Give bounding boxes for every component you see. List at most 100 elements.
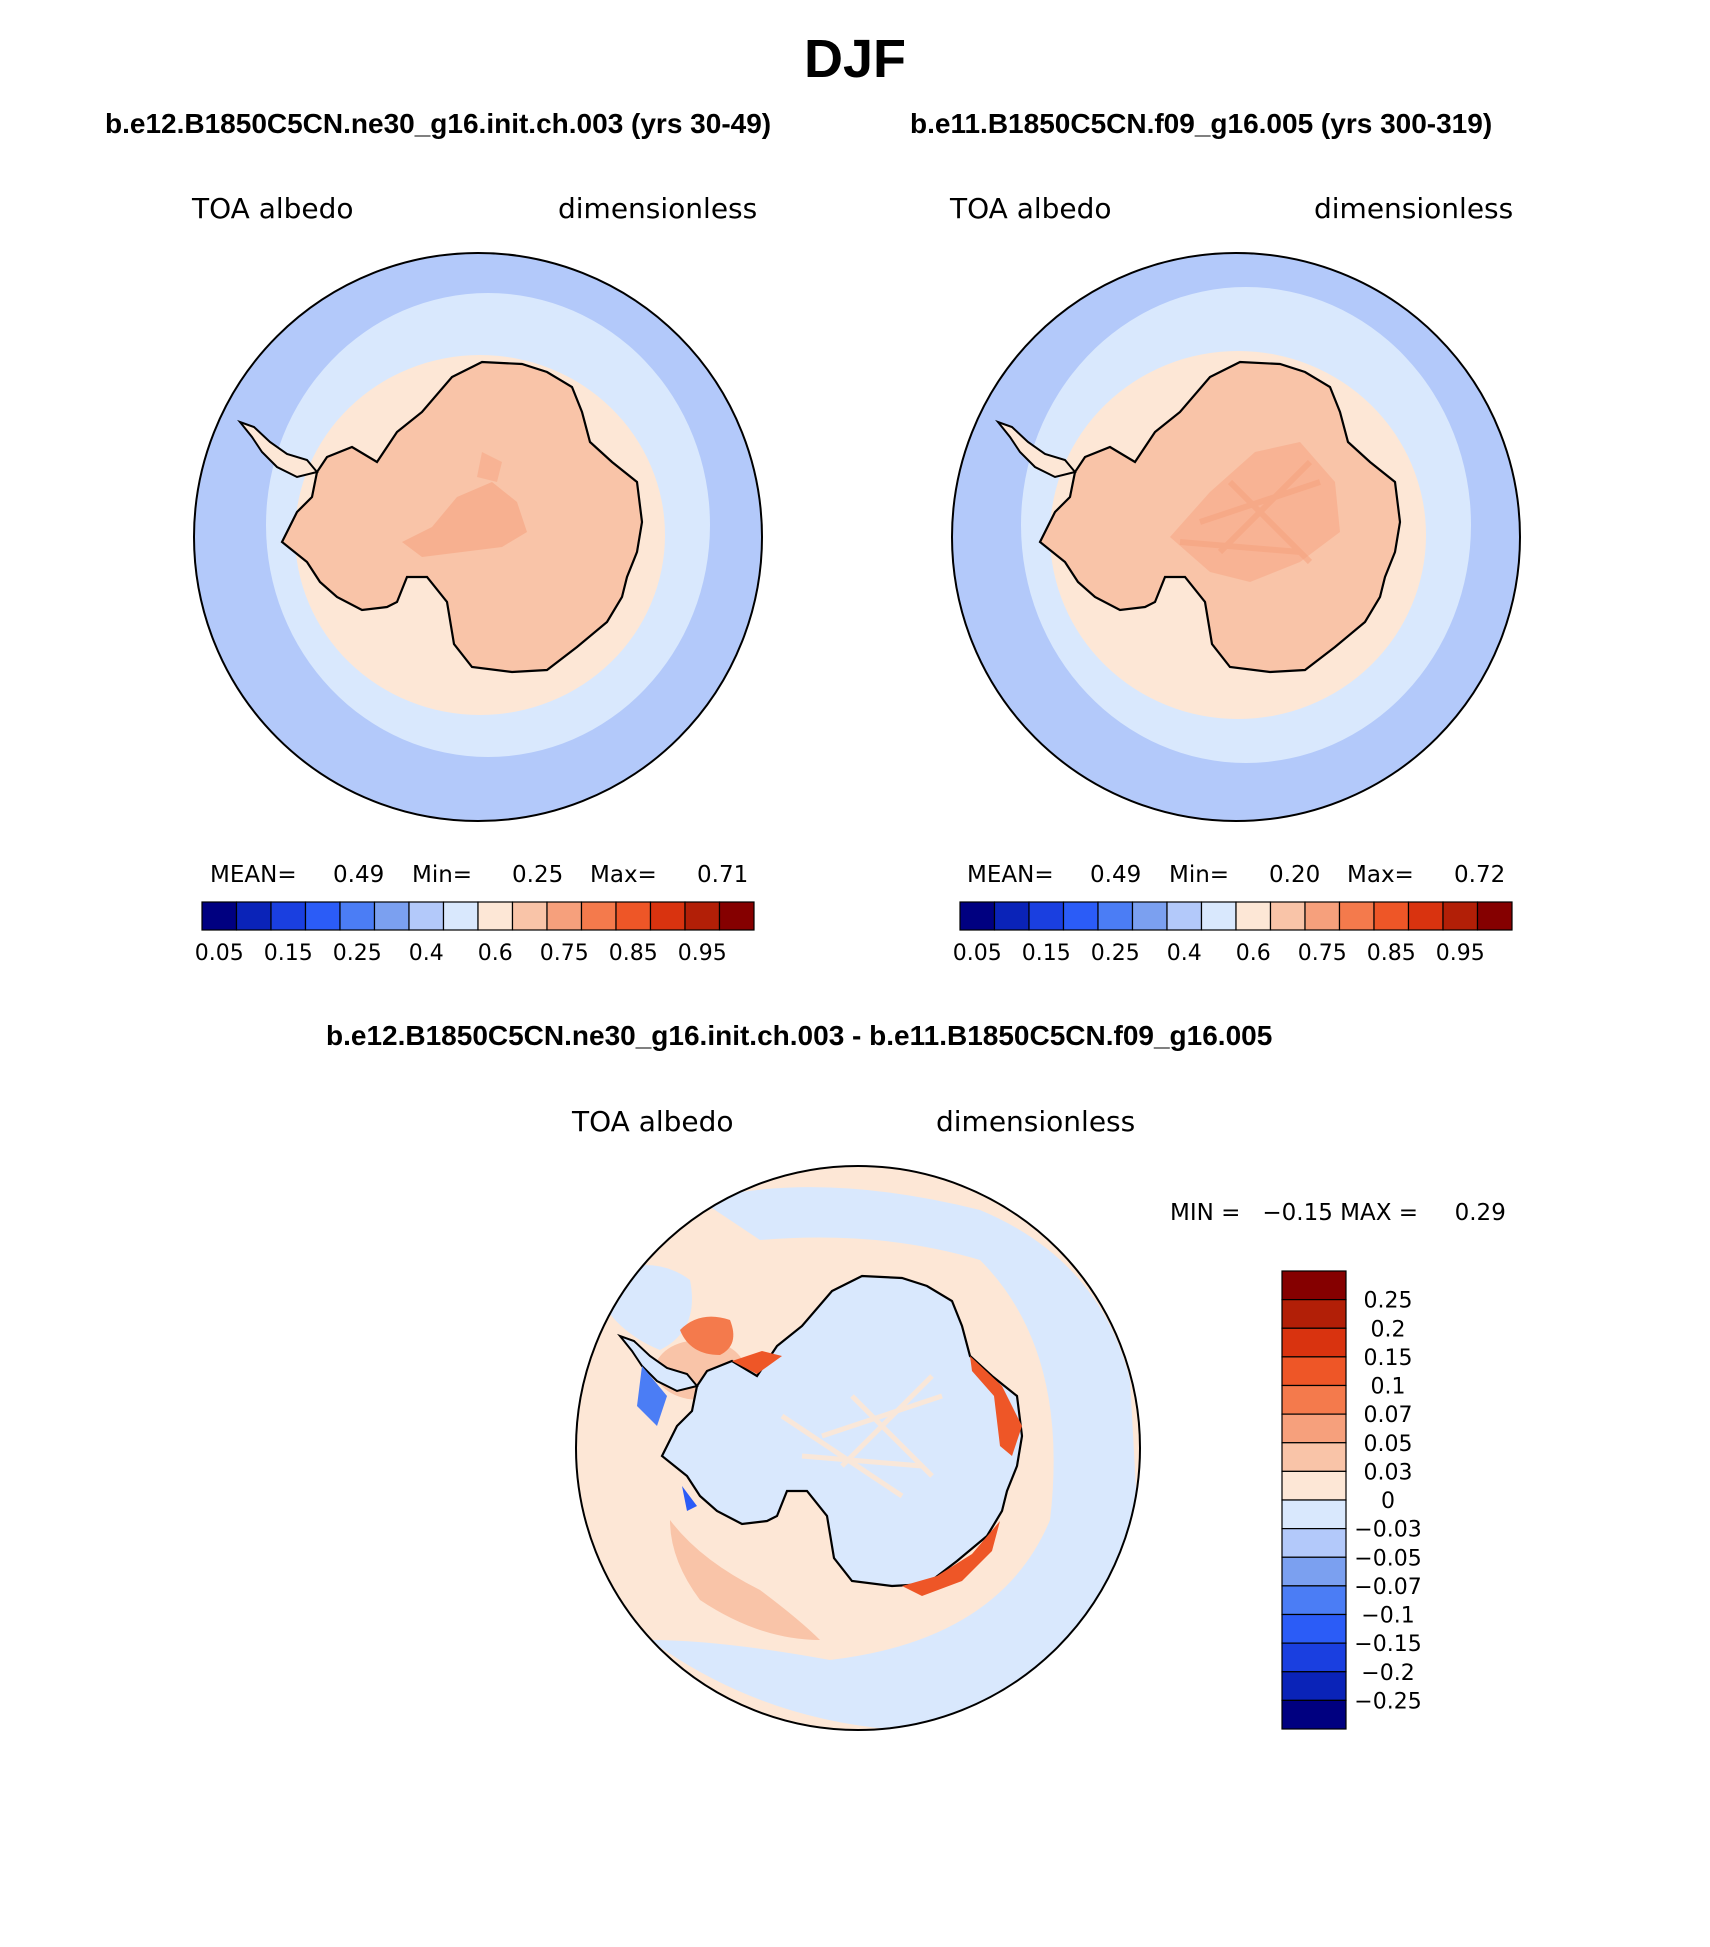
colorbar-box: [1028, 901, 1065, 931]
colorbar-tick-label: 0.07: [1364, 1403, 1413, 1428]
colorbar-box: [684, 901, 721, 931]
panel2-map: [951, 252, 1521, 822]
panel2-mean-label: MEAN=: [967, 862, 1054, 888]
colorbar-tick-label: 0.2: [1371, 1317, 1406, 1342]
colorbar-box: [649, 901, 686, 931]
colorbar-tick-label: 0.75: [1298, 941, 1347, 966]
colorbar-box: [1281, 1528, 1347, 1558]
colorbar-box: [1269, 901, 1306, 931]
colorbar-box: [1281, 1299, 1347, 1329]
main-title: DJF: [803, 29, 906, 89]
colorbar-box: [1281, 1613, 1347, 1644]
panel2-case-title: b.e11.B1850C5CN.f09_g16.005 (yrs 300-319…: [910, 108, 1493, 139]
colorbar-tick-label: 0.95: [678, 941, 727, 966]
colorbar-box: [1281, 1642, 1347, 1673]
colorbar-tick-label: −0.15: [1354, 1632, 1421, 1657]
colorbar-box: [1338, 901, 1375, 931]
colorbar-box: [304, 901, 341, 931]
colorbar-tick-label: 0.05: [953, 941, 1002, 966]
colorbar-tick-label: 0: [1381, 1489, 1395, 1514]
diff-minmax: MIN = −0.15 MAX = 0.29: [1170, 1200, 1506, 1226]
colorbar-box: [408, 901, 445, 931]
colorbar-box: [1373, 901, 1410, 931]
colorbar-box: [1281, 1356, 1347, 1387]
colorbar-box: [1281, 1413, 1347, 1444]
panel1-min-label: Min=: [412, 862, 473, 888]
colorbar-box: [1281, 1384, 1347, 1415]
colorbar-box: [1097, 901, 1134, 931]
diff-units: dimensionless: [936, 1105, 1136, 1138]
panel1-mean-label: MEAN=: [210, 862, 297, 888]
colorbar-box: [442, 901, 479, 931]
panel2-max: 0.72: [1454, 862, 1506, 888]
colorbar-tick-label: 0.05: [1364, 1432, 1413, 1457]
panel1-max-label: Max=: [590, 862, 657, 888]
colorbar-tick-label: 0.15: [264, 941, 313, 966]
colorbar-box: [959, 901, 996, 931]
panel2-max-label: Max=: [1347, 862, 1414, 888]
colorbar-tick-label: 0.03: [1364, 1460, 1413, 1485]
colorbar-box: [1281, 1470, 1347, 1501]
diff-variable: TOA albedo: [572, 1105, 734, 1138]
colorbar-box: [580, 901, 617, 931]
panel1-min: 0.25: [512, 862, 564, 888]
panel2-min: 0.20: [1269, 862, 1321, 888]
panel2-colorbar: 0.05 0.15 0.25 0.4 0.6 0.75 0.85 0.95: [953, 901, 1513, 966]
colorbar-box: [511, 901, 548, 931]
colorbar-tick-label: −0.03: [1354, 1518, 1421, 1543]
panel2-variable: TOA albedo: [950, 192, 1112, 225]
colorbar-tick-label: 0.25: [1091, 941, 1140, 966]
colorbar-box: [1062, 901, 1099, 931]
colorbar-box: [201, 901, 238, 931]
colorbar-tick-label: 0.15: [1022, 941, 1071, 966]
panel2-antarctica: [997, 360, 1402, 674]
colorbar-box: [1235, 901, 1272, 931]
panel1-antarctica: [239, 360, 644, 674]
colorbar-box: [373, 901, 410, 931]
colorbar-box: [546, 901, 583, 931]
colorbar-tick-label: 0.25: [333, 941, 382, 966]
colorbar-box: [718, 901, 755, 931]
panel1-case-title: b.e12.B1850C5CN.ne30_g16.init.ch.003 (yr…: [105, 108, 772, 139]
panel1-units: dimensionless: [558, 192, 758, 225]
colorbar-box: [339, 901, 376, 931]
colorbar-tick-label: 0.4: [1167, 941, 1202, 966]
colorbar-tick-label: 0.25: [1364, 1289, 1413, 1314]
panel1-max: 0.71: [697, 862, 749, 888]
colorbar-box: [993, 901, 1030, 931]
colorbar-box: [1281, 1671, 1347, 1701]
panel2-min-label: Min=: [1169, 862, 1230, 888]
colorbar-box: [1281, 1585, 1347, 1616]
colorbar-tick-label: 0.85: [1367, 941, 1416, 966]
colorbar-box: [270, 901, 307, 931]
colorbar-tick-label: 0.05: [195, 941, 244, 966]
colorbar-box: [1281, 1699, 1347, 1730]
colorbar-box: [477, 901, 514, 931]
colorbar-box: [1131, 901, 1168, 931]
colorbar-box: [1281, 1556, 1347, 1587]
colorbar-box: [615, 901, 652, 931]
colorbar-tick-label: 0.6: [478, 941, 513, 966]
colorbar-tick-label: 0.4: [409, 941, 444, 966]
colorbar-box: [1476, 901, 1513, 931]
colorbar-box: [1304, 901, 1341, 931]
colorbar-tick-label: −0.1: [1361, 1604, 1414, 1629]
panel2-mean: 0.49: [1090, 862, 1142, 888]
colorbar-tick-label: 0.15: [1364, 1346, 1413, 1371]
diff-title: b.e12.B1850C5CN.ne30_g16.init.ch.003 - b…: [326, 1020, 1273, 1051]
colorbar-box: [1281, 1499, 1347, 1530]
colorbar-box: [1442, 901, 1479, 931]
colorbar-box: [1281, 1442, 1347, 1472]
colorbar-tick-label: −0.05: [1354, 1546, 1421, 1571]
colorbar-box: [1281, 1270, 1347, 1301]
colorbar-box: [1200, 901, 1237, 931]
colorbar-tick-label: −0.25: [1354, 1689, 1421, 1714]
colorbar-tick-label: 0.75: [540, 941, 589, 966]
colorbar-box: [1407, 901, 1444, 931]
colorbar-tick-label: −0.07: [1354, 1575, 1421, 1600]
panel1-colorbar: 0.05 0.15 0.25 0.4 0.6 0.75 0.85 0.95: [195, 901, 755, 966]
diff-antarctica: [619, 1274, 1024, 1596]
panel1-map: [193, 252, 763, 822]
colorbar-tick-label: 0.95: [1436, 941, 1485, 966]
